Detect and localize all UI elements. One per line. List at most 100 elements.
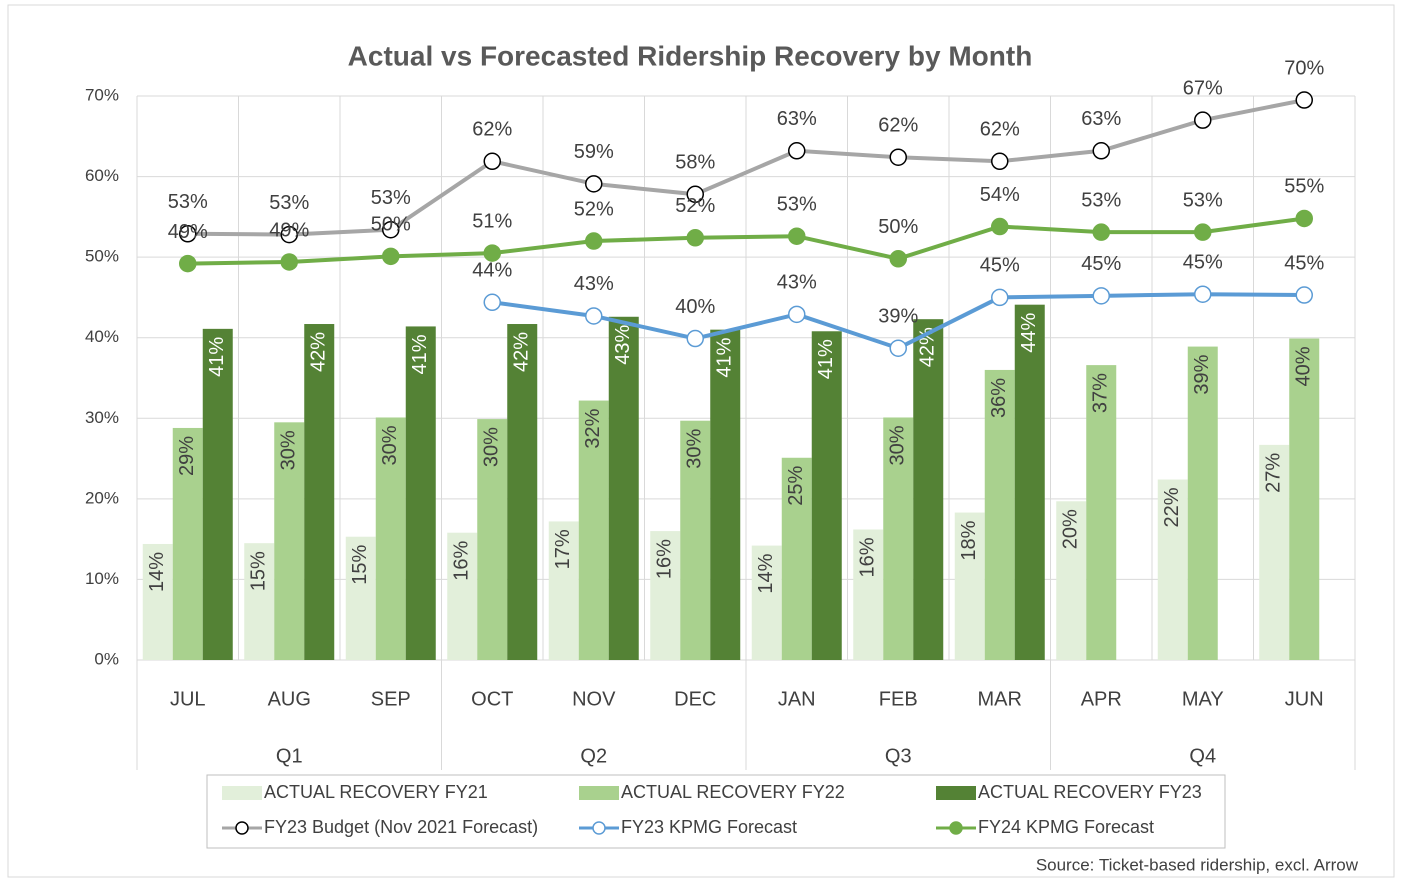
bar	[650, 531, 681, 660]
line-marker	[889, 250, 907, 268]
x-tick-label: AUG	[268, 688, 311, 710]
chart-title: Actual vs Forecasted Ridership Recovery …	[348, 40, 1033, 71]
bar	[548, 521, 579, 660]
y-tick-label: 20%	[85, 488, 119, 507]
line-marker	[1092, 287, 1110, 305]
legend-box	[206, 774, 1226, 849]
line-marker	[585, 232, 603, 250]
bar	[1056, 501, 1087, 660]
y-tick-label: 70%	[85, 85, 119, 104]
quarter-label: Q2	[580, 745, 607, 767]
bar	[1289, 338, 1320, 660]
bar	[405, 326, 436, 660]
line-marker	[788, 305, 806, 324]
bar	[244, 543, 275, 660]
x-tick-label: JUL	[170, 688, 206, 710]
bar	[1259, 444, 1290, 660]
line-marker	[889, 148, 907, 166]
line-marker	[280, 253, 298, 271]
line-value-label: 45%	[1081, 253, 1121, 275]
bar-value-label: 41%	[409, 334, 431, 374]
x-tick-label: MAR	[978, 688, 1022, 710]
line-value-label: 49%	[168, 221, 208, 243]
bar-value-label: 30%	[379, 425, 401, 465]
line-marker	[280, 225, 298, 244]
bar	[913, 319, 944, 660]
line-marker	[1194, 285, 1212, 303]
bar-value-label: 25%	[785, 466, 807, 506]
bar	[1086, 365, 1117, 660]
bar-value-label: 15%	[248, 551, 270, 591]
line-value-label: 45%	[1284, 252, 1324, 274]
bar-value-label: 44%	[1018, 312, 1040, 352]
line-marker	[686, 229, 704, 247]
line-value-label: 63%	[1081, 108, 1121, 130]
line-marker	[991, 217, 1009, 236]
bar-value-label: 42%	[308, 332, 330, 372]
x-tick-label: DEC	[674, 688, 716, 710]
bar	[1157, 479, 1188, 660]
bar-value-label: 14%	[755, 553, 777, 593]
bar	[477, 419, 508, 660]
x-tick-label: MAY	[1182, 688, 1224, 710]
line-value-label: 53%	[1081, 189, 1121, 211]
quarter-label: Q1	[276, 745, 303, 767]
bar	[202, 328, 233, 660]
bar-value-label: 40%	[1293, 346, 1315, 386]
legend-swatch	[936, 786, 976, 800]
line-value-label: 62%	[472, 119, 512, 141]
bar-value-label: 43%	[612, 325, 634, 365]
line-marker	[1295, 209, 1313, 228]
line-value-label: 70%	[1284, 57, 1324, 79]
legend-marker	[592, 821, 606, 835]
bar	[1187, 346, 1218, 660]
bar-value-label: 30%	[887, 425, 909, 465]
legend-label: ACTUAL RECOVERY FY21	[264, 782, 488, 802]
bar-value-label: 18%	[958, 520, 980, 560]
line-marker	[889, 339, 907, 357]
bar	[578, 400, 609, 660]
line-value-label: 54%	[980, 184, 1020, 206]
line-marker	[382, 247, 400, 266]
bar-value-label: 22%	[1161, 487, 1183, 527]
bar	[984, 369, 1015, 660]
y-tick-label: 0%	[94, 649, 119, 668]
line-marker	[686, 329, 704, 348]
bar-value-label: 15%	[349, 544, 371, 584]
bar	[447, 532, 478, 660]
line-value-label: 43%	[574, 273, 614, 295]
line-value-label: 53%	[777, 193, 817, 215]
bar-value-label: 30%	[684, 428, 706, 468]
line-value-label: 55%	[1284, 176, 1324, 198]
bar	[954, 512, 985, 660]
bar	[172, 427, 203, 660]
bar-value-label: 30%	[278, 430, 300, 470]
line-value-label: 53%	[1183, 189, 1223, 211]
line-value-label: 45%	[980, 255, 1020, 277]
line-value-label: 53%	[168, 191, 208, 213]
quarter-label: Q4	[1189, 745, 1216, 767]
line-value-label: 40%	[675, 296, 715, 318]
line-marker	[1092, 223, 1110, 241]
line-marker	[991, 152, 1009, 171]
bar-value-label: 41%	[714, 337, 736, 377]
bar	[345, 536, 376, 660]
line-value-label: 49%	[269, 219, 309, 241]
line-value-label: 51%	[472, 210, 512, 232]
line-value-label: 53%	[371, 187, 411, 209]
bar-value-label: 37%	[1090, 373, 1112, 413]
line-marker	[1194, 111, 1212, 129]
line-marker	[382, 220, 400, 239]
bar-value-label: 39%	[1191, 354, 1213, 394]
legend-swatch	[222, 786, 262, 800]
bar	[507, 324, 538, 660]
y-tick-label: 30%	[85, 408, 119, 427]
bar-value-label: 20%	[1060, 509, 1082, 549]
bar	[680, 420, 711, 660]
bar	[853, 529, 884, 660]
line-marker	[1194, 223, 1212, 241]
line-marker	[1295, 91, 1313, 109]
line-value-label: 67%	[1183, 77, 1223, 99]
line-value-label: 59%	[574, 141, 614, 163]
x-tick-label: JUN	[1285, 688, 1324, 710]
